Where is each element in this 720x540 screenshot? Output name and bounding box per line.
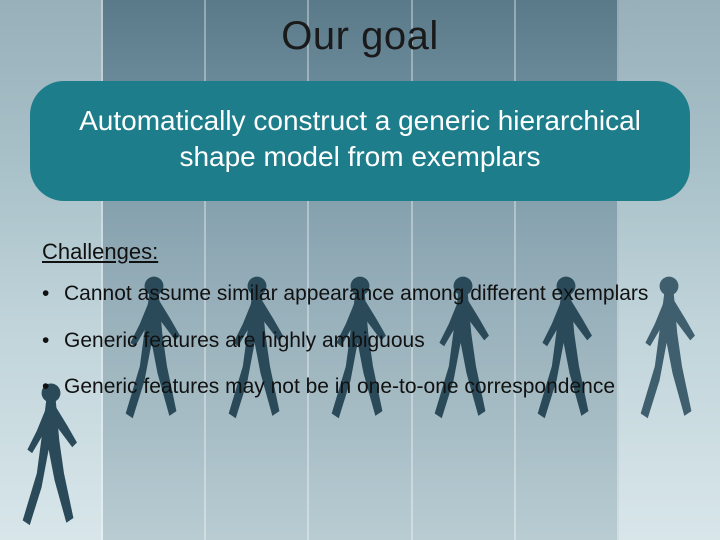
slide-title: Our goal	[22, 14, 698, 59]
challenges-list: Cannot assume similar appearance among d…	[42, 281, 698, 402]
slide-content: Our goal Automatically construct a gener…	[0, 0, 720, 540]
challenge-item: Generic features are highly ambiguous	[42, 328, 682, 355]
goal-callout: Automatically construct a generic hierar…	[30, 81, 690, 201]
challenges-heading: Challenges:	[42, 239, 698, 265]
challenge-item: Cannot assume similar appearance among d…	[42, 281, 682, 308]
challenge-item: Generic features may not be in one-to-on…	[42, 374, 682, 401]
